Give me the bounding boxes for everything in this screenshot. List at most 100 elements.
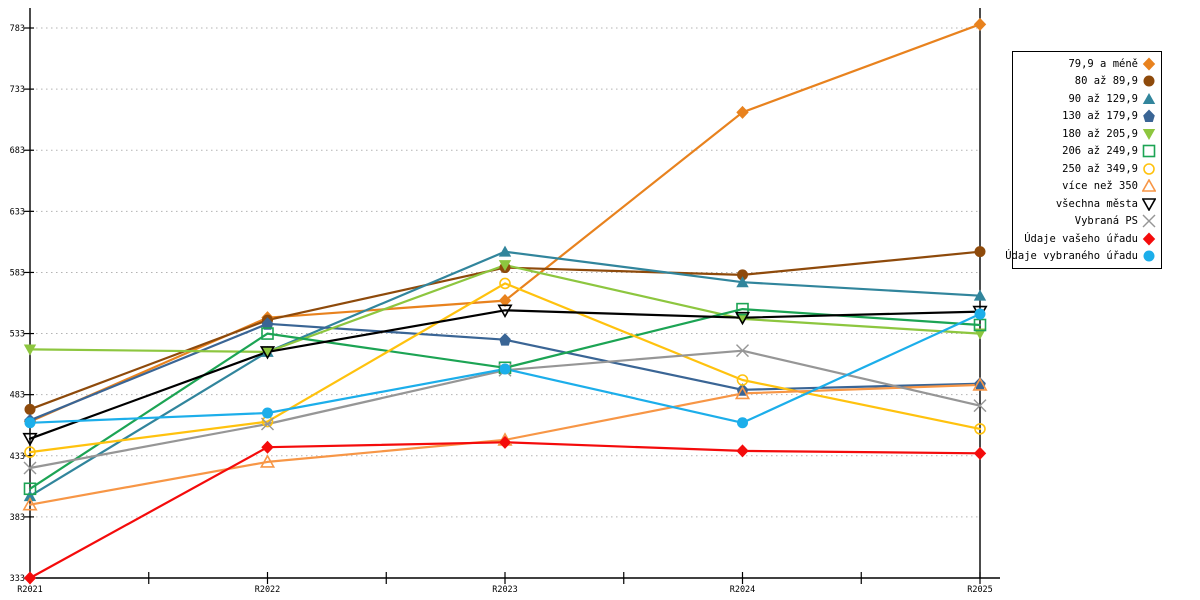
square-legend-icon bbox=[1142, 144, 1156, 158]
legend-marker-shape bbox=[1142, 197, 1156, 211]
x-stroke bbox=[23, 461, 37, 475]
series-2-point-3 bbox=[736, 276, 749, 288]
series-11-point-2 bbox=[499, 363, 511, 375]
series-4-point-4 bbox=[973, 328, 987, 340]
series-9-point-0 bbox=[23, 461, 37, 475]
y-tick-label: 533 bbox=[10, 330, 25, 340]
series-4-point-1 bbox=[261, 346, 274, 358]
legend-label: 80 až 89,9 bbox=[1074, 75, 1138, 88]
legend: 79,9 a méně 80 až 89,9 90 až 129,9 130 až 1… bbox=[1005, 51, 1162, 269]
series-7-point-1 bbox=[259, 454, 276, 468]
x-tick-label: R2023 bbox=[492, 585, 518, 595]
series-9-point-3 bbox=[736, 344, 749, 358]
y-tick-label: 483 bbox=[10, 391, 25, 401]
legend-label: 130 až 179,9 bbox=[1062, 110, 1138, 123]
series-9-point-1 bbox=[261, 417, 274, 431]
legend-label: 180 až 205,9 bbox=[1062, 127, 1138, 140]
legend-label: Vybraná PS bbox=[1074, 215, 1138, 228]
series-10-point-0 bbox=[23, 571, 37, 585]
x-stroke bbox=[261, 417, 274, 431]
legend-label: více než 350 bbox=[1062, 180, 1138, 193]
triangle-up-legend-icon bbox=[1142, 179, 1156, 193]
x-tick-label: R2025 bbox=[967, 585, 993, 595]
legend-item-1: 80 až 89,9 bbox=[1016, 74, 1156, 88]
legend-marker-shape bbox=[1143, 109, 1155, 123]
x-tick-label: R2021 bbox=[17, 585, 43, 595]
series-6-point-3 bbox=[736, 374, 749, 386]
legend-item-4: 180 až 205,9 bbox=[1016, 127, 1156, 141]
series-11-point-3 bbox=[737, 417, 748, 429]
legend-marker-shape bbox=[1142, 179, 1156, 193]
series-10-point-4 bbox=[973, 446, 987, 460]
series-1-point-4 bbox=[974, 246, 986, 258]
legend-marker-shape bbox=[1143, 162, 1155, 175]
series-line-8 bbox=[28, 309, 982, 440]
series-3-point-2 bbox=[499, 333, 511, 346]
circle-legend-icon bbox=[1143, 250, 1155, 262]
y-tick-label: 583 bbox=[10, 268, 25, 278]
series-7-point-0 bbox=[22, 497, 38, 511]
series-0-point-4 bbox=[973, 17, 987, 31]
legend-item-11: Údaje vybraného úřadu bbox=[1005, 249, 1156, 263]
series-11-point-4 bbox=[974, 308, 986, 320]
x-stroke bbox=[973, 399, 987, 413]
series-2-point-2 bbox=[498, 245, 512, 257]
series-8-point-2 bbox=[497, 304, 513, 318]
legend-item-3: 130 až 179,9 bbox=[1016, 109, 1156, 123]
legend-label: všechna města bbox=[1055, 197, 1138, 210]
legend-marker-shape bbox=[1142, 92, 1156, 104]
series-5-point-0 bbox=[23, 482, 37, 496]
y-tick-label: 433 bbox=[10, 452, 25, 462]
legend-label: 79,9 a méně bbox=[1068, 57, 1138, 70]
series-7-point-3 bbox=[734, 385, 751, 400]
legend-marker-shape bbox=[1143, 250, 1155, 262]
legend-item-2: 90 až 129,9 bbox=[1016, 92, 1156, 106]
series-6-point-2 bbox=[499, 277, 511, 290]
circle-legend-icon bbox=[1143, 162, 1155, 175]
series-8-point-0 bbox=[22, 432, 38, 447]
series-5-point-3 bbox=[736, 302, 749, 316]
series-3-point-1 bbox=[261, 317, 274, 330]
triangle-down-legend-icon bbox=[1142, 197, 1156, 211]
legend-label: 250 až 349,9 bbox=[1062, 162, 1138, 175]
series-3-point-4 bbox=[974, 377, 986, 390]
pentagon-legend-icon bbox=[1143, 109, 1155, 123]
y-tick-label: 633 bbox=[10, 207, 25, 217]
series-line-6 bbox=[28, 282, 982, 454]
legend-item-7: více než 350 bbox=[1016, 179, 1156, 193]
legend-label: 90 až 129,9 bbox=[1068, 92, 1138, 105]
legend-label: 206 až 249,9 bbox=[1062, 145, 1138, 158]
legend-marker-shape bbox=[1142, 214, 1156, 228]
circle-legend-icon bbox=[1143, 75, 1155, 87]
legend-item-10: Údaje vašeho úřadu bbox=[1016, 232, 1156, 246]
y-tick-label: 683 bbox=[10, 146, 25, 156]
x-legend-icon bbox=[1142, 214, 1156, 228]
series-10-point-2 bbox=[498, 435, 512, 449]
diamond-legend-icon bbox=[1142, 232, 1156, 246]
legend-marker-shape bbox=[1142, 232, 1156, 246]
series-7-point-4 bbox=[972, 377, 988, 391]
series-2-point-0 bbox=[23, 490, 37, 502]
series-8-point-3 bbox=[734, 311, 751, 326]
series-0-point-2 bbox=[498, 294, 512, 308]
series-1-point-3 bbox=[737, 269, 748, 281]
triangle-up-legend-icon bbox=[1142, 92, 1156, 104]
legend-marker-shape bbox=[1142, 144, 1156, 158]
series-0-point-3 bbox=[736, 105, 749, 119]
series-1-point-0 bbox=[24, 403, 36, 415]
series-10-point-1 bbox=[261, 440, 274, 454]
triangle-down-legend-icon bbox=[1142, 128, 1156, 140]
series-6-point-0 bbox=[24, 446, 36, 458]
series-10-point-3 bbox=[736, 444, 749, 458]
series-4-point-0 bbox=[23, 344, 37, 356]
legend-item-6: 250 až 349,9 bbox=[1016, 162, 1156, 176]
legend-marker-shape bbox=[1143, 75, 1155, 87]
x-stroke bbox=[736, 344, 749, 358]
legend-label: Údaje vybraného úřadu bbox=[1005, 250, 1138, 263]
series-11-point-0 bbox=[24, 417, 36, 429]
x-tick-label: R2024 bbox=[730, 585, 756, 595]
